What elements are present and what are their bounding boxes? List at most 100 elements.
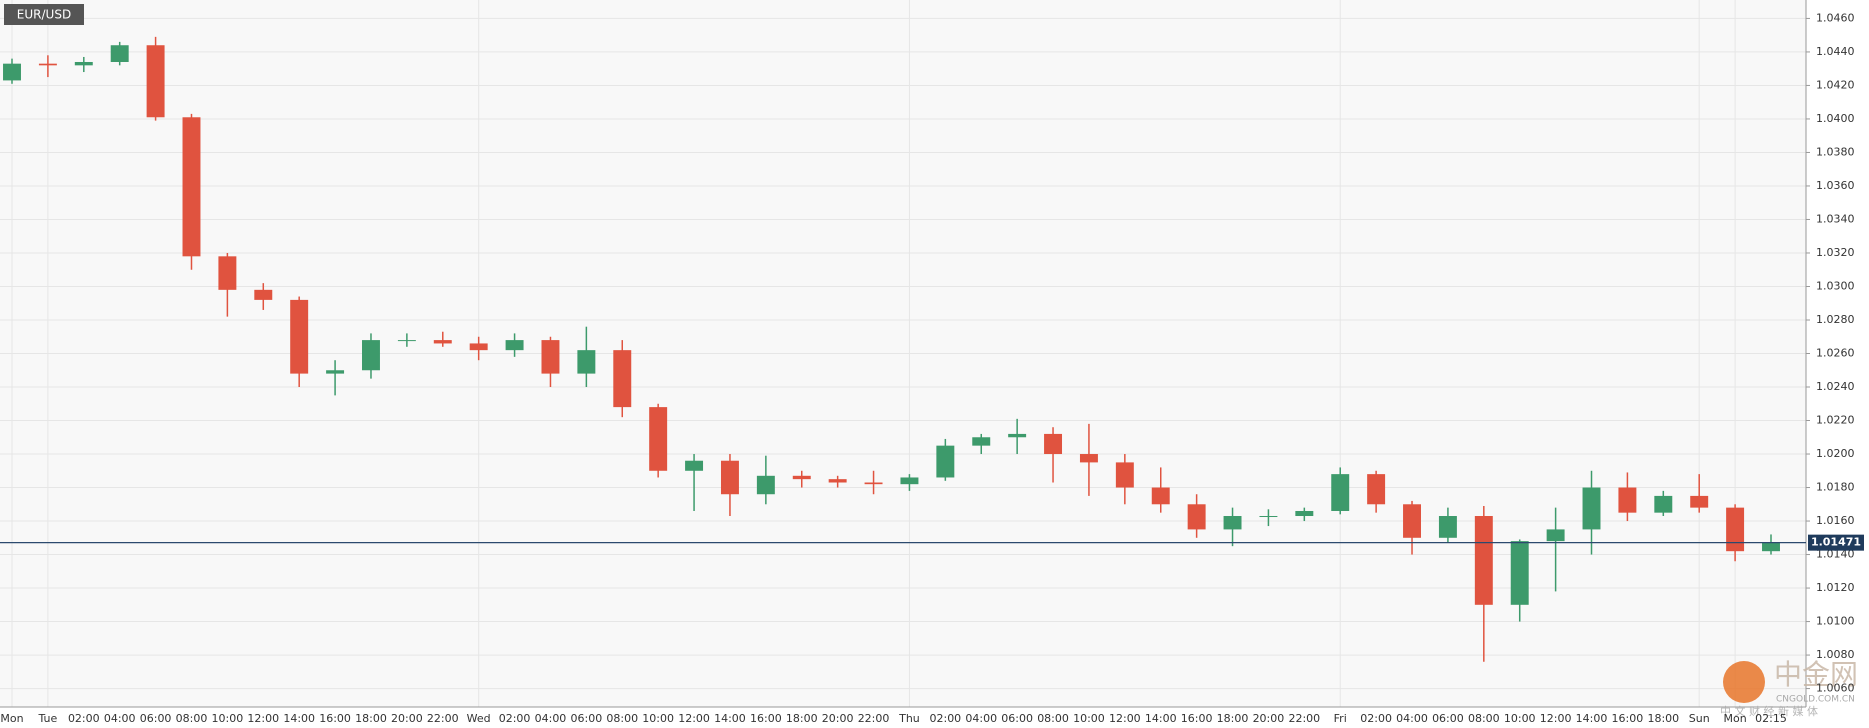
- y-tick-label: 1.0400: [1816, 112, 1855, 125]
- x-tick-label: 04:00: [535, 712, 567, 725]
- watermark-site: CNGOLD.COM.CN: [1776, 695, 1855, 705]
- watermark-slogan: 中 文 财 经 新 媒 体: [1720, 704, 1818, 718]
- candle-body: [505, 340, 524, 351]
- x-tick-label: 10:00: [1073, 712, 1105, 725]
- candle-body: [1438, 516, 1457, 538]
- x-tick-label: 02:00: [68, 712, 100, 725]
- x-tick-label: 04:00: [1396, 712, 1428, 725]
- candle-body: [864, 482, 883, 485]
- x-tick-label: 16:00: [1612, 712, 1644, 725]
- candle-body: [1044, 433, 1063, 455]
- candle-body: [397, 340, 416, 342]
- candle-body: [1115, 462, 1134, 488]
- x-tick-label: 20:00: [391, 712, 423, 725]
- y-tick-label: 1.0420: [1816, 78, 1855, 91]
- x-tick-label: 20:00: [1253, 712, 1285, 725]
- y-tick-label: 1.0300: [1816, 279, 1855, 292]
- candle-body: [1403, 504, 1421, 538]
- candle-body: [1654, 495, 1673, 513]
- x-tick-label: 08:00: [176, 712, 208, 725]
- y-tick-label: 1.0340: [1816, 212, 1855, 225]
- y-tick-label: 1.0080: [1816, 648, 1855, 661]
- y-tick-label: 1.0440: [1816, 45, 1855, 58]
- candle-body: [110, 45, 129, 62]
- x-tick-label: 04:00: [965, 712, 997, 725]
- x-tick-label: 12:00: [1540, 712, 1572, 725]
- y-tick-label: 1.0060: [1816, 682, 1855, 695]
- x-tick-label: 04:00: [104, 712, 136, 725]
- y-tick-label: 1.0100: [1816, 615, 1855, 628]
- x-tick-label: 02:00: [499, 712, 531, 725]
- x-tick-label: 08:00: [606, 712, 638, 725]
- x-tick-label: 12:00: [1109, 712, 1141, 725]
- candle-body: [1151, 487, 1170, 505]
- candle-body: [541, 340, 560, 374]
- x-tick-label: 06:00: [571, 712, 603, 725]
- candle-body: [1008, 433, 1027, 438]
- candle-body: [3, 63, 21, 81]
- candle-body: [1762, 542, 1780, 552]
- candle-body: [936, 445, 955, 478]
- x-tick-label: 06:00: [1432, 712, 1464, 725]
- candle-body: [469, 343, 488, 351]
- candle-body: [972, 437, 991, 446]
- grid: [0, 0, 1806, 707]
- candle-body: [362, 340, 380, 371]
- x-tick-label: Mon: [1724, 712, 1747, 725]
- candle-body: [720, 460, 739, 495]
- x-tick-label: 14:00: [714, 712, 746, 725]
- candle-body: [146, 45, 165, 118]
- x-tick-label: 18:00: [355, 712, 387, 725]
- candle-body: [254, 289, 273, 300]
- candle-body: [1295, 510, 1314, 517]
- x-tick-label: 22:00: [1288, 712, 1320, 725]
- y-tick-label: 1.0360: [1816, 179, 1855, 192]
- current-price-box: [1808, 534, 1864, 551]
- candle-body: [290, 299, 309, 374]
- x-tick-label: 22:00: [427, 712, 459, 725]
- y-tick-label: 1.0260: [1816, 347, 1855, 360]
- watermark-name: 中金网: [1774, 658, 1858, 691]
- candle-body: [1546, 529, 1565, 542]
- candle-body: [1726, 507, 1745, 552]
- y-tick-label: 1.0220: [1816, 414, 1855, 427]
- candle-body: [649, 407, 668, 471]
- candle-body: [182, 117, 201, 257]
- x-tick-label: Mon: [0, 712, 23, 725]
- x-tick-label: 10:00: [1504, 712, 1536, 725]
- candle-body: [218, 256, 237, 290]
- y-tick-label: 1.0460: [1816, 11, 1855, 24]
- title-box: [4, 4, 84, 25]
- x-tick-label: 22:00: [858, 712, 890, 725]
- candle-body: [613, 350, 632, 408]
- candle-body: [1223, 516, 1242, 530]
- y-tick-label: 1.0240: [1816, 380, 1855, 393]
- candle-body: [1690, 495, 1709, 508]
- y-tick-label: 1.0320: [1816, 246, 1855, 259]
- x-tick-label: 16:00: [1181, 712, 1213, 725]
- candle-body: [433, 340, 452, 344]
- x-tick-label: 18:00: [1217, 712, 1249, 725]
- candle-body: [38, 63, 57, 66]
- candle-body: [756, 475, 775, 495]
- x-tick-label: 02:00: [929, 712, 961, 725]
- candle-body: [1510, 541, 1529, 605]
- y-tick-label: 1.0180: [1816, 481, 1855, 494]
- x-tick-label: 02:15: [1755, 712, 1787, 725]
- x-tick-label: Sun: [1689, 712, 1710, 725]
- candle-body: [1582, 487, 1601, 530]
- y-tick-label: 1.0160: [1816, 514, 1855, 527]
- candle-body: [577, 350, 596, 374]
- x-tick-label: 08:00: [1037, 712, 1069, 725]
- x-tick-label: Tue: [37, 712, 57, 725]
- x-tick-label: 14:00: [1145, 712, 1177, 725]
- candle-body: [792, 475, 811, 480]
- y-tick-label: 1.0280: [1816, 313, 1855, 326]
- candle-body: [685, 460, 704, 471]
- candle-body: [1474, 516, 1493, 605]
- candle-body: [1187, 504, 1206, 530]
- x-tick-label: 14:00: [1576, 712, 1608, 725]
- candle-body: [900, 477, 919, 485]
- x-tick-label: 16:00: [319, 712, 351, 725]
